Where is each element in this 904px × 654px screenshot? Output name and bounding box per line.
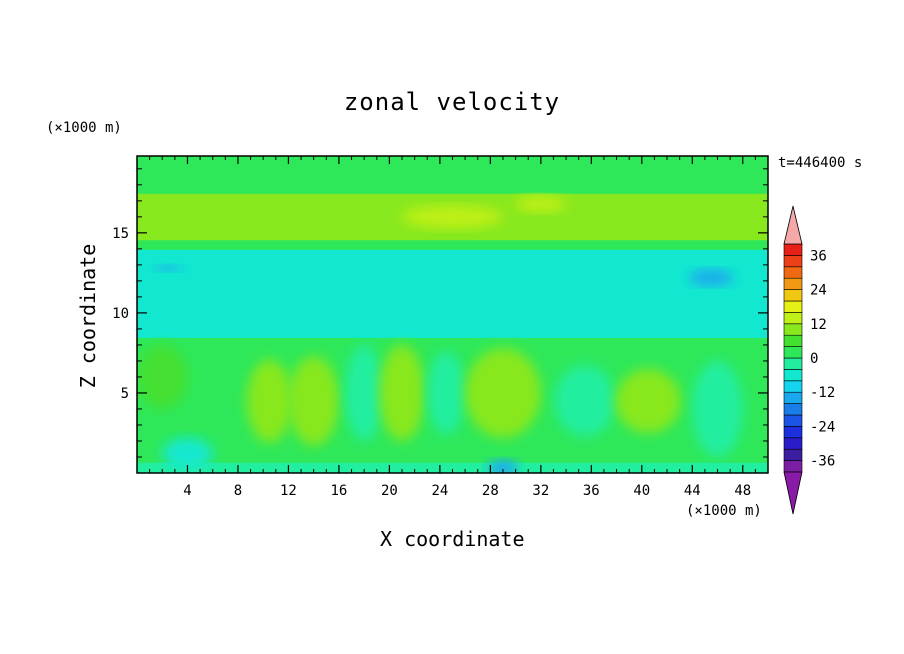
- velocity-cell-5: [427, 351, 466, 435]
- velocity-field: [137, 156, 768, 473]
- colorbar-segment: [783, 437, 803, 450]
- velocity-cell-11: [487, 460, 519, 473]
- colorbar-segment: [783, 323, 803, 336]
- colorbar-segment: [783, 460, 803, 473]
- y-axis: 5 10 15: [112, 168, 768, 458]
- colorbar-segment: [783, 369, 803, 382]
- colorbar-under-triangle: [783, 471, 803, 515]
- velocity-band-8: [137, 156, 768, 177]
- velocity-cell-10: [162, 437, 213, 470]
- colorbar-segment: [783, 357, 803, 370]
- x-tick-label: 36: [583, 483, 600, 499]
- colorbar-label: 0: [810, 351, 818, 367]
- x-axis: 4 8 12 16 20 24 28 32 36 40 44 48: [149, 156, 756, 499]
- velocity-cell-6: [465, 348, 541, 438]
- velocity-cell-4: [379, 344, 425, 441]
- colorbar-segment: [783, 391, 803, 404]
- velocity-band-5: [137, 238, 768, 250]
- velocity-cell-1: [246, 359, 293, 443]
- colorbar-label: 36: [810, 248, 827, 264]
- velocity-band-1: [137, 431, 768, 463]
- colorbar-segment: [783, 334, 803, 347]
- x-tick-label: 4: [183, 483, 191, 499]
- colorbar-segment: [783, 346, 803, 359]
- x-tick-label: 20: [381, 483, 398, 499]
- colorbar-segment: [783, 403, 803, 416]
- colorbar-segment: [783, 277, 803, 290]
- colorbar-segment: [783, 414, 803, 427]
- x-axis-unit: (×1000 m): [686, 503, 762, 519]
- colorbar: 36 24 12 0 -12 -24 -36: [783, 205, 835, 515]
- colorbar-segment: [783, 255, 803, 268]
- velocity-band-7: [137, 174, 768, 194]
- x-tick-label: 44: [684, 483, 701, 499]
- x-tick-label: 8: [234, 483, 242, 499]
- velocity-cell-7: [554, 365, 616, 437]
- x-tick-label: 12: [280, 483, 297, 499]
- colorbar-label: 24: [810, 283, 827, 299]
- velocity-cell-15: [153, 264, 184, 272]
- velocity-cell-3: [345, 344, 384, 441]
- chart-title: zonal velocity: [343, 88, 561, 116]
- velocity-band-3: [137, 271, 768, 338]
- y-axis-unit: (×1000 m): [46, 120, 122, 136]
- x-tick-label: 28: [482, 483, 499, 499]
- y-tick-label: 5: [121, 386, 129, 402]
- x-tick-label: 32: [532, 483, 549, 499]
- velocity-band-4: [137, 247, 768, 274]
- colorbar-over-triangle: [783, 205, 803, 245]
- colorbar-segment: [783, 300, 803, 313]
- colorbar-segment: [783, 312, 803, 325]
- colorbar-segment: [783, 243, 803, 256]
- time-label: t=446400 s: [778, 155, 863, 171]
- x-tick-label: 16: [330, 483, 347, 499]
- colorbar-label: -36: [810, 454, 835, 470]
- x-tick-label: 24: [431, 483, 448, 499]
- velocity-cell-14: [688, 269, 734, 286]
- velocity-cell-12: [402, 205, 503, 229]
- colorbar-segment: [783, 266, 803, 279]
- y-tick-label: 10: [112, 306, 129, 322]
- velocity-cell-9: [692, 360, 743, 457]
- velocity-cell-13: [515, 196, 567, 213]
- colorbar-label: 12: [810, 317, 827, 333]
- colorbar-segment: [783, 289, 803, 302]
- velocity-cell-2: [288, 356, 339, 446]
- colorbar-segment: [783, 448, 803, 461]
- y-tick-label: 15: [112, 226, 129, 242]
- colorbar-label: -12: [810, 385, 835, 401]
- x-tick-label: 40: [633, 483, 650, 499]
- velocity-cell-0: [137, 344, 188, 409]
- colorbar-segment: [783, 426, 803, 439]
- x-tick-label: 48: [734, 483, 751, 499]
- colorbar-segment: [783, 380, 803, 393]
- x-axis-label: X coordinate: [380, 527, 525, 551]
- velocity-cell-8: [615, 368, 681, 433]
- velocity-band-0: [137, 460, 768, 473]
- colorbar-label: -24: [810, 419, 835, 435]
